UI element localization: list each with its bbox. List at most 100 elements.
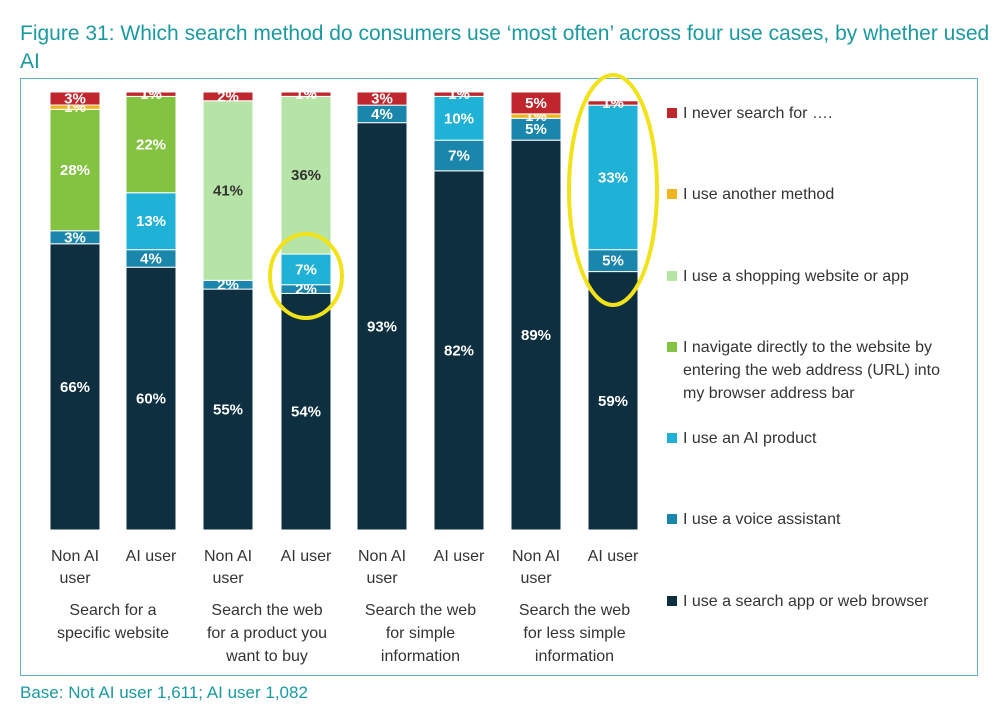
- x-tick-label: user: [59, 570, 91, 587]
- group-label: information: [535, 648, 614, 665]
- legend-swatch: [667, 514, 677, 524]
- data-label: 2%: [217, 277, 239, 294]
- data-label: 4%: [371, 106, 393, 123]
- data-label: 22%: [136, 137, 166, 154]
- data-label: 7%: [448, 148, 470, 165]
- data-label: 1%: [448, 86, 470, 103]
- group-label: Search the web: [211, 602, 322, 619]
- x-tick-label: AI user: [281, 548, 332, 565]
- x-tick-label: AI user: [126, 548, 177, 565]
- group-label: specific website: [57, 625, 169, 642]
- legend-label: I never search for ….: [683, 105, 832, 122]
- bar-segment: [49, 108, 101, 232]
- legend-label: my browser address bar: [683, 385, 855, 402]
- base-note: Base: Not AI user 1,611; AI user 1,082: [20, 683, 308, 702]
- legend-label: I use a shopping website or app: [683, 268, 909, 285]
- bar-segment: [587, 100, 639, 106]
- group-label: Search for a: [69, 602, 156, 619]
- data-label: 1%: [602, 95, 624, 112]
- data-label: 33%: [598, 169, 628, 186]
- data-label: 3%: [64, 91, 86, 108]
- bar-segment: [125, 192, 177, 251]
- group-label: want to buy: [225, 648, 308, 665]
- highlight-ellipse: [268, 232, 344, 320]
- data-label: 93%: [367, 318, 397, 335]
- x-tick-label: Non AI: [358, 548, 406, 565]
- legend-swatch: [667, 342, 677, 352]
- data-label: 7%: [295, 261, 317, 278]
- bar-segment: [125, 266, 177, 531]
- data-label: 3%: [64, 229, 86, 246]
- bar-segment: [125, 95, 177, 194]
- bar-segment: [280, 253, 332, 286]
- highlight-ellipse: [567, 73, 659, 307]
- x-tick-label: AI user: [434, 548, 485, 565]
- bar-segment: [433, 91, 485, 97]
- bar-segment: [433, 170, 485, 531]
- legend-swatch: [667, 108, 677, 118]
- legend-swatch: [667, 189, 677, 199]
- chart-frame: [20, 78, 978, 676]
- data-label: 54%: [291, 404, 321, 421]
- bar-segment: [280, 95, 332, 255]
- data-label: 4%: [140, 250, 162, 267]
- data-label: 36%: [291, 167, 321, 184]
- x-tick-label: AI user: [588, 548, 639, 565]
- data-label: 13%: [136, 213, 166, 230]
- x-tick-label: Non AI: [51, 548, 99, 565]
- group-label: Search the web: [519, 602, 630, 619]
- legend-label: I use an AI product: [683, 430, 817, 447]
- group-label: Search the web: [365, 602, 476, 619]
- data-label: 60%: [136, 391, 166, 408]
- data-label: 28%: [60, 162, 90, 179]
- data-label: 2%: [217, 88, 239, 105]
- legend-label: entering the web address (URL) into: [683, 362, 940, 379]
- legend-label: I use a search app or web browser: [683, 593, 929, 610]
- data-label: 5%: [525, 121, 547, 138]
- legend-label: I use a voice assistant: [683, 511, 841, 528]
- x-tick-label: Non AI: [204, 548, 252, 565]
- bar-segment: [587, 271, 639, 531]
- bar-segment: [510, 139, 562, 531]
- data-label: 82%: [444, 342, 474, 359]
- data-label: 89%: [521, 327, 551, 344]
- data-label: 2%: [295, 281, 317, 298]
- bar-segment: [202, 91, 254, 102]
- data-label: 10%: [444, 110, 474, 127]
- group-label: for less simple: [523, 625, 625, 642]
- x-tick-label: user: [366, 570, 398, 587]
- x-tick-label: user: [212, 570, 244, 587]
- bar-segment: [280, 292, 332, 531]
- data-label: 41%: [213, 183, 243, 200]
- bar-segment: [510, 91, 562, 115]
- x-tick-label: Non AI: [512, 548, 560, 565]
- bar-segment: [280, 91, 332, 97]
- bar-segment: [356, 91, 408, 106]
- bar-segment: [202, 100, 254, 281]
- legend-label: I navigate directly to the website by: [683, 339, 932, 356]
- bar-segment: [202, 288, 254, 531]
- chart-title: Figure 31: Which search method do consum…: [20, 22, 990, 73]
- legend-label: I use another method: [683, 186, 834, 203]
- group-label: for simple: [386, 625, 455, 642]
- legend-swatch: [667, 433, 677, 443]
- data-label: 1%: [140, 86, 162, 103]
- data-label: 1%: [295, 86, 317, 103]
- legend-swatch: [667, 596, 677, 606]
- bar-segment: [49, 91, 101, 106]
- data-label: 5%: [525, 95, 547, 112]
- bar-segment: [433, 139, 485, 172]
- bar-segment: [125, 91, 177, 97]
- group-label: for a product you: [207, 625, 327, 642]
- data-label: 5%: [602, 253, 624, 270]
- data-label: 66%: [60, 379, 90, 396]
- data-label: 59%: [598, 393, 628, 410]
- legend-swatch: [667, 271, 677, 281]
- group-label: information: [381, 648, 460, 665]
- x-tick-label: user: [520, 570, 552, 587]
- data-label: 3%: [371, 91, 393, 108]
- bar-segment: [356, 122, 408, 531]
- data-label: 55%: [213, 402, 243, 419]
- bar-segment: [49, 243, 101, 531]
